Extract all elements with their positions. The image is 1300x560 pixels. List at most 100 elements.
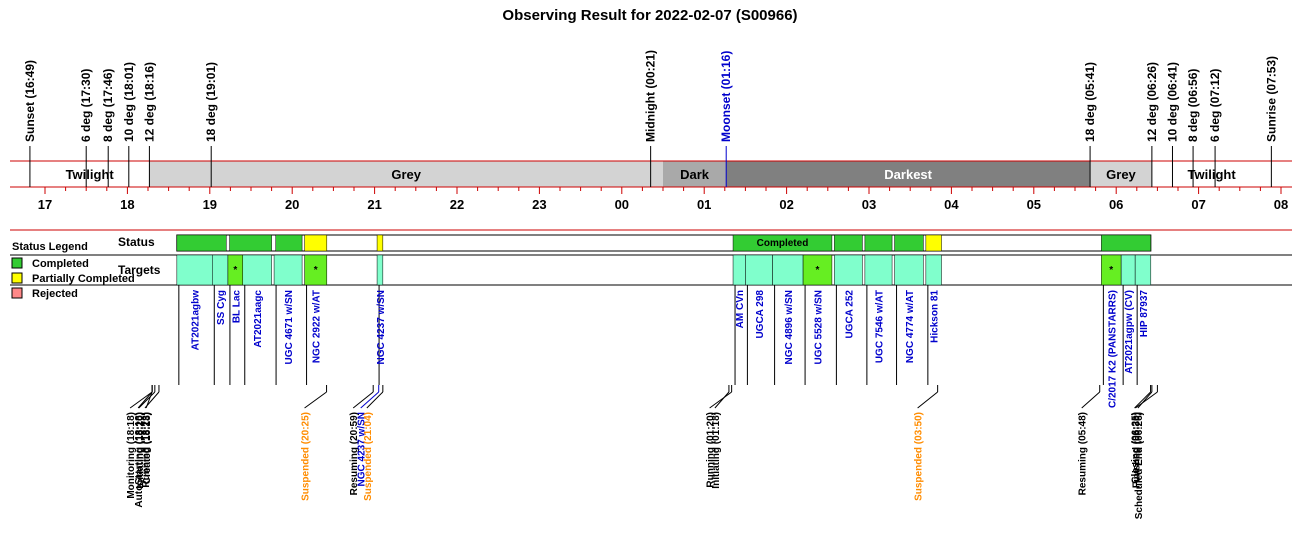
target-block[interactable] xyxy=(212,254,229,286)
phase-label: Twilight xyxy=(1188,167,1237,182)
phase-segment xyxy=(726,161,1091,187)
event-leader xyxy=(366,391,384,409)
target-block[interactable] xyxy=(273,254,303,286)
status-row-label: Status xyxy=(118,235,155,249)
event-label: Initiating (18:20) xyxy=(135,412,146,489)
event-leader xyxy=(1134,391,1151,409)
target-name-label[interactable]: C/2017 K2 (PANSTARRS) xyxy=(1107,290,1118,408)
event-leader xyxy=(360,391,380,409)
event-leader xyxy=(304,391,327,409)
target-block[interactable] xyxy=(745,254,773,286)
phase-segment xyxy=(149,161,663,187)
target-block[interactable] xyxy=(304,254,328,286)
time-marker-label: 18 deg (05:41) xyxy=(1083,62,1097,142)
hour-tick-label: 17 xyxy=(38,197,52,212)
target-name-label[interactable]: AT2021agbw xyxy=(191,290,202,351)
status-segment xyxy=(376,234,384,252)
time-marker-label: 8 deg (17:46) xyxy=(101,69,115,142)
time-marker-label: 6 deg (07:12) xyxy=(1208,69,1222,142)
target-block[interactable] xyxy=(242,254,272,286)
phase-segment xyxy=(29,161,150,187)
target-block[interactable] xyxy=(925,254,942,286)
time-marker-label: 10 deg (18:01) xyxy=(122,62,136,142)
target-block[interactable] xyxy=(176,254,213,286)
event-label: Suspended (03:50) xyxy=(914,412,925,501)
phase-label: Dark xyxy=(680,167,710,182)
target-name-label[interactable]: AM CVn xyxy=(735,290,746,328)
targets-row-label: Targets xyxy=(118,263,161,277)
target-block[interactable] xyxy=(834,254,863,286)
partial-marker: * xyxy=(816,265,820,276)
targets-row: Targets AT2021agbw SS Cyg * BL Lac AT2021aag… xyxy=(10,254,1292,408)
time-marker-label: 10 deg (06:41) xyxy=(1165,62,1179,142)
time-marker-label: Sunset (16:49) xyxy=(23,60,37,142)
hour-tick-label: 03 xyxy=(862,197,876,212)
target-block[interactable] xyxy=(1120,254,1136,286)
target-name-label[interactable]: NGC 4237 w/SN xyxy=(376,290,387,364)
event-label: Initiating (01:18) xyxy=(711,412,722,489)
event-label: Running (01:20) xyxy=(706,412,717,488)
target-name-label[interactable]: UGCA 298 xyxy=(755,290,766,339)
status-segment xyxy=(894,234,924,252)
event-label: Suspended (20:25) xyxy=(301,412,312,501)
target-name-label[interactable]: UGCA 252 xyxy=(844,290,855,339)
target-block[interactable] xyxy=(1134,254,1152,286)
event-label: Resuming (20:59) xyxy=(349,412,360,495)
target-name-label[interactable]: NGC 2922 w/AT xyxy=(312,290,323,363)
target-block[interactable] xyxy=(864,254,893,286)
phase-band: Twilight Grey Dark Darkest Grey Twilight xyxy=(10,160,1292,188)
target-block[interactable] xyxy=(894,254,924,286)
target-name-label[interactable]: Hickson 81 xyxy=(930,290,941,343)
target-name-label[interactable]: UGC 4671 w/SN xyxy=(284,290,295,364)
hour-tick-label: 00 xyxy=(615,197,629,212)
event-leader xyxy=(144,391,160,409)
target-name-label[interactable]: UGC 5528 w/SN xyxy=(814,290,825,364)
time-marker-label: 6 deg (17:30) xyxy=(79,69,93,142)
legend-item-label: Rejected xyxy=(32,288,78,300)
hour-tick-label: 02 xyxy=(779,197,793,212)
status-segment xyxy=(834,234,863,252)
event-label: Resuming (05:48) xyxy=(1078,412,1089,495)
hour-tick-label: 18 xyxy=(120,197,134,212)
event-label: Running (18:23) xyxy=(141,412,152,488)
event-label: Suspended (21:04) xyxy=(363,412,374,501)
status-segment xyxy=(275,234,303,252)
status-segment xyxy=(732,234,833,252)
event-markers: Monitoring (18:18)AutoStarting (18:18)Cr… xyxy=(126,385,1158,519)
phase-segment xyxy=(1151,161,1272,187)
target-name-label[interactable]: BL Lac xyxy=(231,290,242,324)
time-marker-label: Sunrise (07:53) xyxy=(1264,56,1278,142)
hour-tick-label: 21 xyxy=(367,197,381,212)
chart-title: Observing Result for 2022-02-07 (S00966) xyxy=(502,7,797,24)
target-name-label[interactable]: SS Cyg xyxy=(216,290,227,325)
target-name-label[interactable]: NGC 4896 w/SN xyxy=(784,290,795,364)
status-segment xyxy=(1101,234,1152,252)
target-block[interactable] xyxy=(732,254,746,286)
target-name-label[interactable]: AT2021aagc xyxy=(253,290,264,348)
target-block[interactable] xyxy=(772,254,804,286)
legend-swatch xyxy=(11,257,23,269)
time-marker-label: 8 deg (06:56) xyxy=(1186,69,1200,142)
hour-tick-label: 01 xyxy=(697,197,711,212)
partial-marker: * xyxy=(1109,265,1113,276)
phase-segment xyxy=(1090,161,1152,187)
time-marker-label: Midnight (00:21) xyxy=(644,50,658,142)
legend-swatch xyxy=(11,272,23,284)
target-block[interactable] xyxy=(802,254,833,286)
event-label: Finished (06:30) xyxy=(1131,412,1142,488)
event-leader xyxy=(138,391,156,409)
event-leader xyxy=(1135,391,1158,409)
target-name-label[interactable]: NGC 4774 w/AT xyxy=(905,290,916,363)
hour-tick-label: 06 xyxy=(1109,197,1123,212)
status-segment xyxy=(864,234,893,252)
event-label: Created (18:18) xyxy=(142,412,153,484)
target-name-label[interactable]: UGC 7546 w/AT xyxy=(874,290,885,363)
target-name-label[interactable]: AT2021agpw (CV) xyxy=(1124,290,1135,374)
legend-item-label: Partially Completed xyxy=(32,273,135,285)
event-leader xyxy=(129,391,153,409)
target-name-label[interactable]: HIP 87937 xyxy=(1139,290,1150,338)
target-block[interactable] xyxy=(376,254,384,286)
status-segment xyxy=(925,234,942,252)
event-label: NGC 4237 w/SN xyxy=(357,412,368,486)
